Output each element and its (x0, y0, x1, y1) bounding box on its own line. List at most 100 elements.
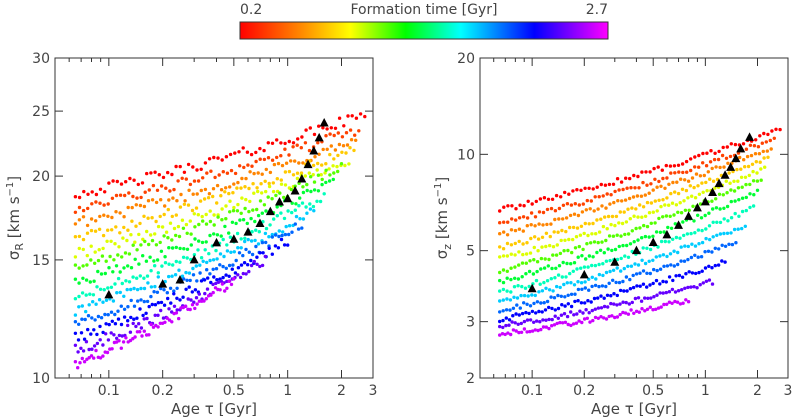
scatter-point (673, 222, 677, 226)
scatter-point (163, 320, 167, 324)
scatter-point (585, 242, 589, 246)
scatter-point (193, 306, 197, 311)
scatter-point (99, 316, 104, 320)
scatter-point (170, 172, 174, 177)
scatter-point (554, 266, 558, 270)
scatter-point (713, 246, 717, 250)
scatter-point (534, 199, 538, 204)
scatter-point (555, 321, 559, 326)
scatter-point (111, 299, 116, 303)
scatter-point (124, 180, 128, 184)
scatter-point (674, 235, 679, 240)
scatter-point (768, 138, 772, 143)
scatter-point (604, 317, 609, 321)
scatter-point (87, 303, 91, 307)
scatter-point (228, 152, 233, 157)
scatter-point (587, 311, 591, 315)
scatter-point (596, 296, 600, 300)
scatter-point (599, 294, 603, 298)
scatter-point (103, 190, 107, 194)
scatter-point (251, 208, 255, 212)
scatter-point (736, 186, 741, 190)
scatter-point (703, 250, 707, 254)
scatter-point (95, 332, 99, 337)
scatter-point (256, 189, 260, 194)
scatter-point (562, 312, 567, 316)
scatter-point (158, 240, 162, 245)
scatter-point (263, 179, 267, 183)
scatter-point (664, 214, 669, 218)
scatter-point (267, 181, 271, 186)
scatter-point (109, 331, 113, 335)
scatter-point (643, 214, 648, 218)
scatter-point (690, 194, 694, 198)
scatter-point (134, 224, 138, 228)
scatter-point (260, 191, 264, 195)
scatter-point (301, 190, 306, 195)
scatter-point (279, 154, 283, 158)
scatter-point (696, 184, 700, 188)
scatter-point (86, 314, 91, 318)
scatter-point (621, 243, 625, 248)
scatter-point (601, 262, 605, 266)
scatter-point (336, 153, 340, 158)
scatter-point (220, 218, 224, 222)
scatter-point (652, 267, 656, 272)
scatter-point (140, 181, 145, 185)
scatter-point (331, 164, 335, 168)
right-panel-y-axis-label: σz [km s−1] (433, 177, 454, 259)
scatter-point (88, 292, 92, 296)
scatter-point (220, 207, 224, 211)
scatter-point (587, 254, 592, 258)
scatter-point (509, 277, 513, 282)
scatter-point (172, 289, 176, 293)
scatter-point (648, 305, 652, 309)
scatter-point (739, 175, 744, 179)
scatter-point (283, 141, 287, 146)
scatter-point (626, 255, 631, 259)
scatter-point (645, 307, 650, 311)
x-tick-label: 0.1 (98, 383, 120, 399)
scatter-point (613, 189, 617, 194)
scatter-point (99, 272, 104, 276)
scatter-point (600, 284, 605, 288)
scatter-point (498, 324, 502, 329)
scatter-point (704, 236, 708, 241)
scatter-point (545, 299, 550, 304)
scatter-point (628, 176, 632, 181)
scatter-point (729, 188, 733, 192)
scatter-point (114, 210, 118, 214)
scatter-point (619, 256, 623, 261)
scatter-point (727, 242, 731, 246)
scatter-point (300, 226, 304, 230)
scatter-point (147, 333, 151, 337)
scatter-point (697, 242, 701, 246)
scatter-point (233, 271, 238, 275)
scatter-point (505, 233, 510, 237)
scatter-point (125, 287, 129, 292)
right-panel-x-axis-label: Age τ [Gyr] (591, 400, 677, 418)
scatter-point (98, 201, 102, 205)
scatter-point (244, 247, 248, 252)
scatter-point (212, 275, 216, 279)
median-triangle-marker (175, 274, 185, 284)
scatter-point (200, 214, 204, 219)
scatter-point (183, 199, 187, 203)
scatter-point (289, 159, 293, 163)
scatter-point (659, 204, 663, 209)
scatter-point (218, 263, 222, 267)
scatter-point (552, 323, 557, 327)
scatter-point (252, 191, 256, 195)
scatter-point (603, 183, 608, 187)
scatter-point (618, 302, 622, 306)
scatter-point (566, 293, 570, 297)
scatter-point (651, 281, 655, 286)
scatter-point (636, 215, 640, 219)
scatter-point (657, 198, 661, 202)
scatter-point (252, 259, 256, 264)
scatter-point (208, 233, 212, 238)
scatter-point (95, 285, 99, 289)
scatter-point (293, 184, 297, 188)
scatter-point (160, 264, 164, 268)
scatter-point (131, 321, 135, 326)
